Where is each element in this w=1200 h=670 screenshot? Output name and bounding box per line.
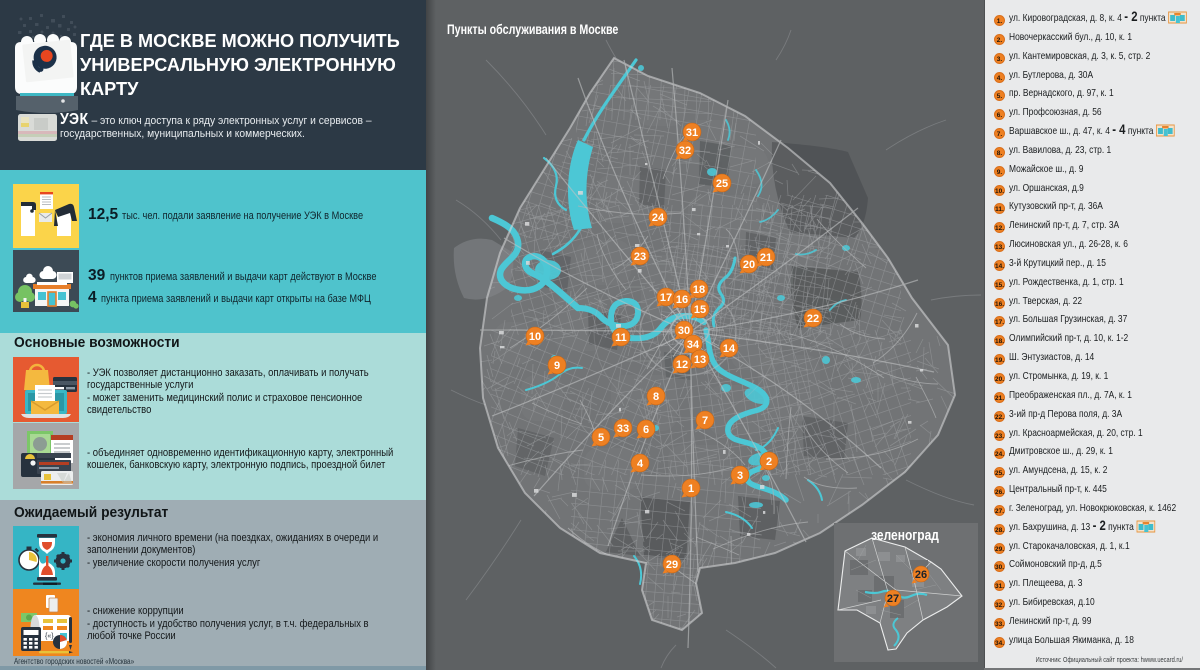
svg-text:21: 21 — [760, 252, 772, 264]
svg-text:27: 27 — [887, 593, 899, 605]
svg-text:7: 7 — [702, 415, 708, 427]
svg-text:4: 4 — [637, 458, 644, 470]
svg-text:31: 31 — [686, 127, 698, 139]
svg-text:11: 11 — [615, 332, 627, 344]
svg-text:30: 30 — [678, 325, 690, 337]
svg-text:1: 1 — [688, 483, 694, 495]
svg-text:16: 16 — [676, 294, 688, 306]
svg-text:2: 2 — [766, 456, 772, 468]
svg-text:3: 3 — [737, 470, 743, 482]
svg-text:9: 9 — [554, 360, 560, 372]
svg-text:13: 13 — [694, 354, 706, 366]
svg-text:17: 17 — [660, 292, 672, 304]
svg-text:15: 15 — [694, 304, 706, 316]
svg-text:14: 14 — [723, 343, 736, 355]
svg-text:26: 26 — [915, 569, 927, 581]
svg-text:10: 10 — [529, 331, 541, 343]
svg-text:12: 12 — [676, 359, 688, 371]
svg-text:зеленоград: зеленоград — [871, 527, 939, 544]
svg-text:33: 33 — [617, 423, 629, 435]
svg-text:23: 23 — [634, 251, 646, 263]
svg-text:25: 25 — [716, 178, 728, 190]
svg-text:6: 6 — [643, 424, 649, 436]
svg-text:29: 29 — [666, 559, 678, 571]
svg-text:5: 5 — [598, 432, 604, 444]
svg-text:32: 32 — [679, 145, 691, 157]
svg-text:18: 18 — [693, 284, 705, 296]
svg-text:34: 34 — [687, 339, 700, 351]
svg-text:22: 22 — [807, 313, 819, 325]
svg-text:20: 20 — [743, 259, 755, 271]
svg-text:24: 24 — [652, 212, 665, 224]
svg-text:8: 8 — [653, 391, 659, 403]
svg-text:{«}: {«} — [45, 633, 54, 640]
